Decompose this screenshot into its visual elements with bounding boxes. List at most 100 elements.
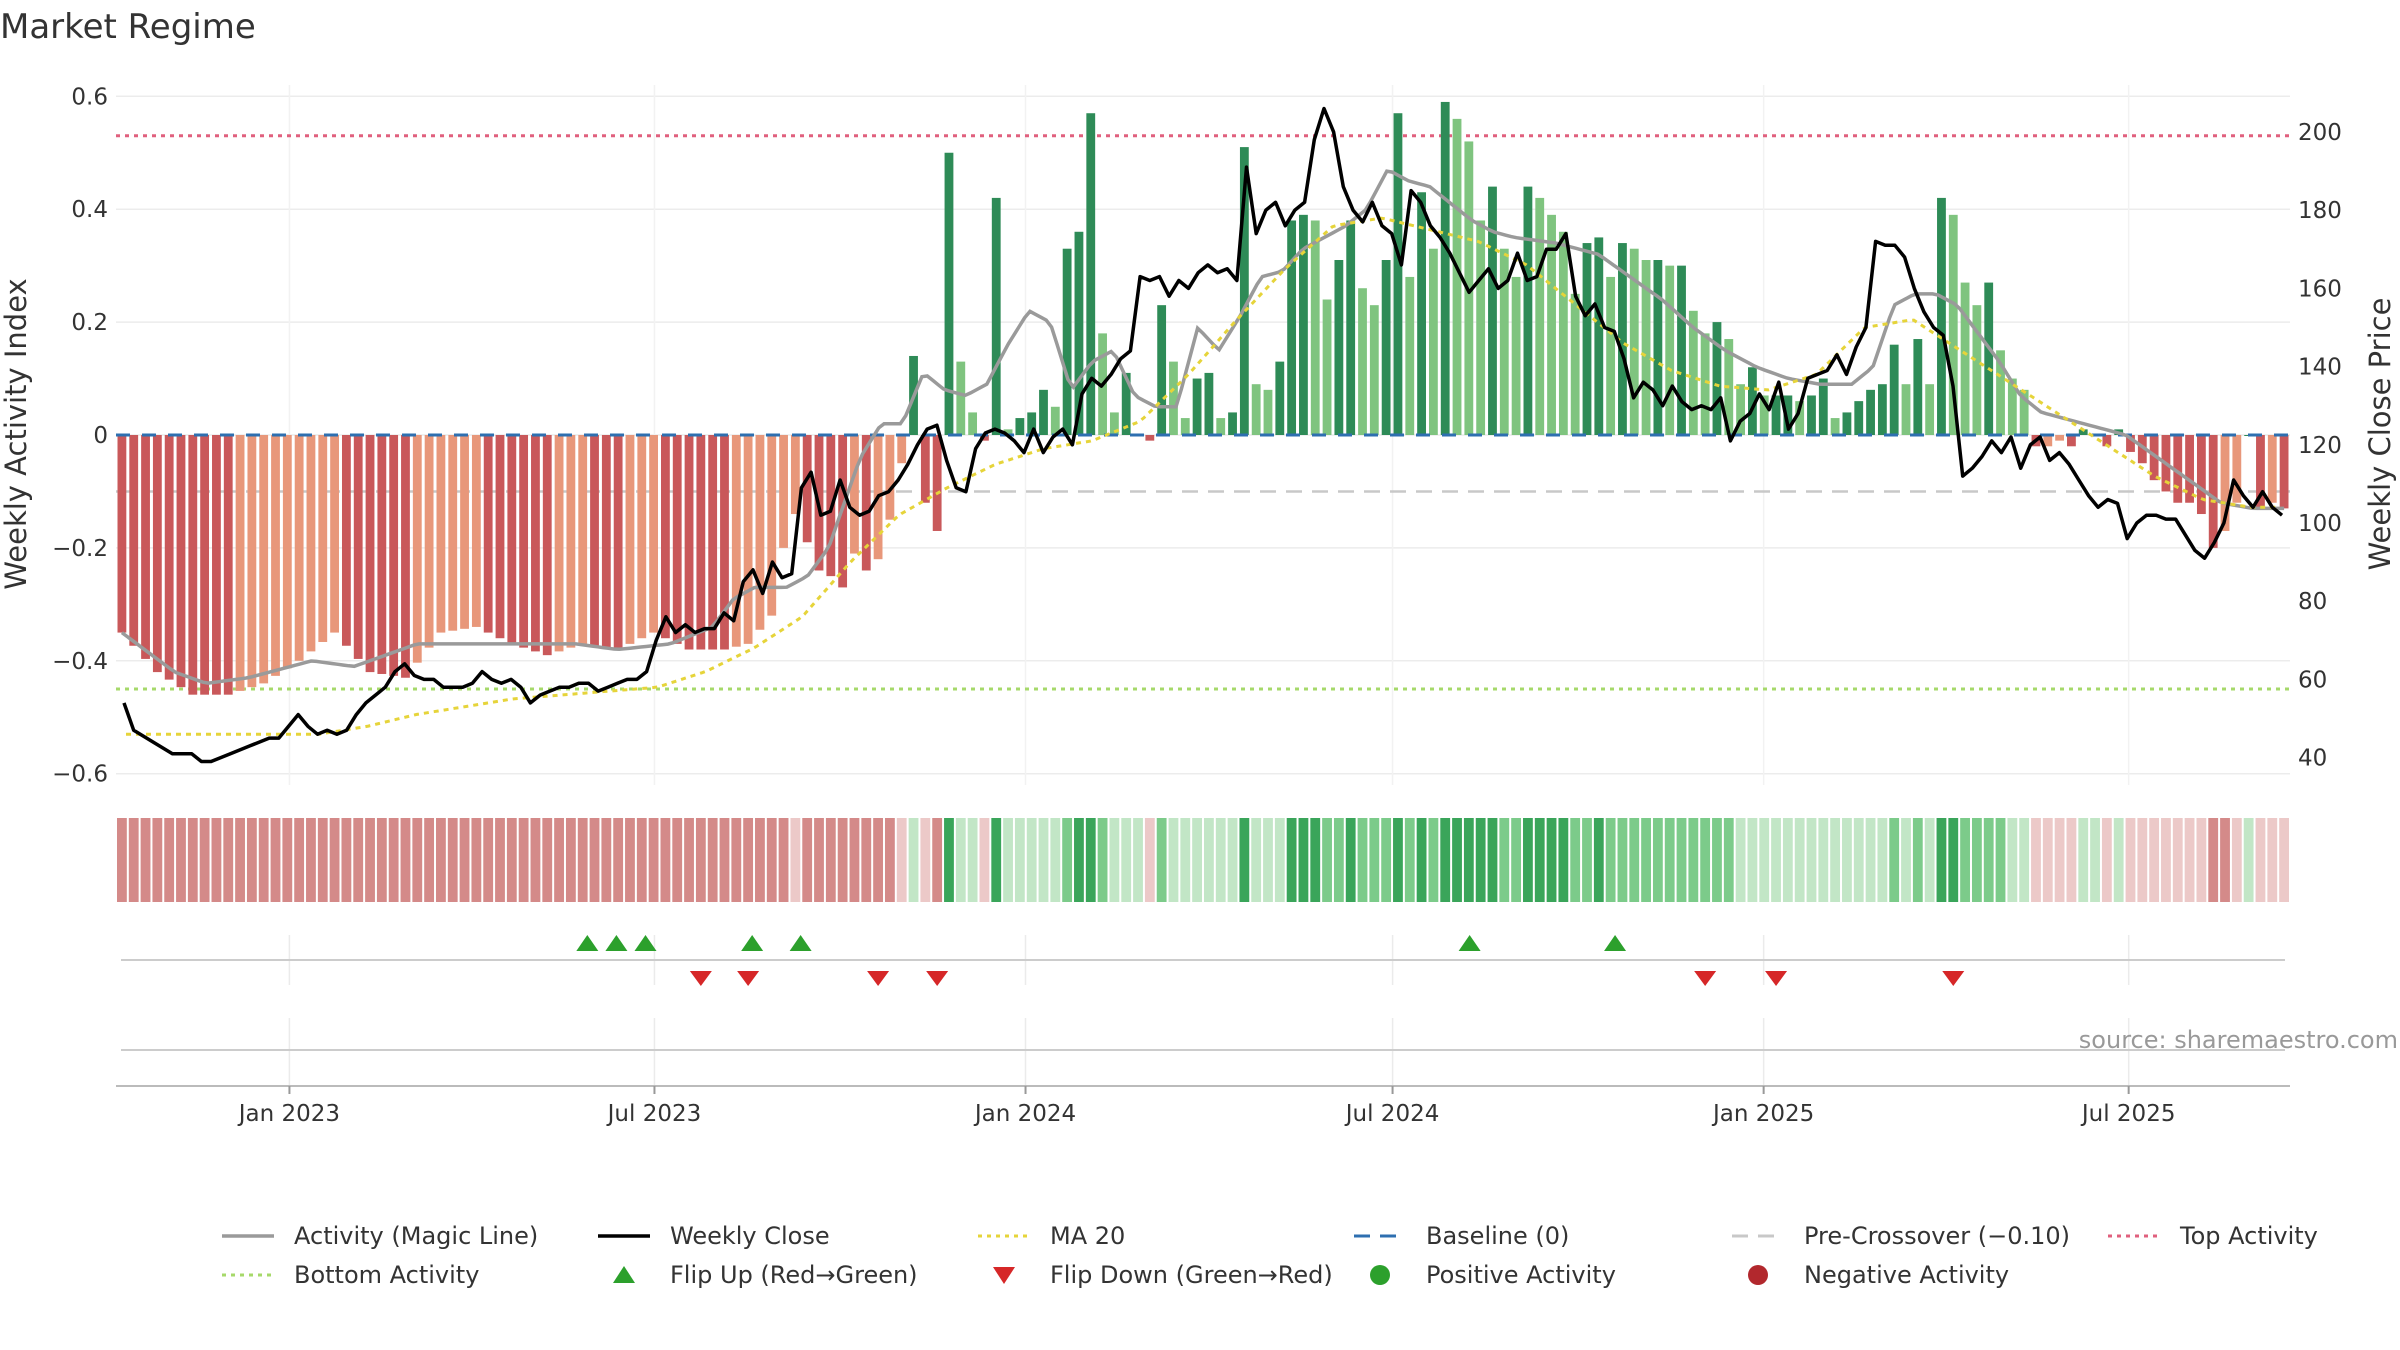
activity-bar — [1157, 305, 1167, 435]
regime-strip-cell — [1818, 818, 1829, 902]
y-left-tick-label: 0.6 — [71, 84, 108, 110]
activity-bar — [223, 435, 233, 695]
activity-bar — [152, 435, 162, 673]
regime-strip-cell — [2042, 818, 2053, 902]
regime-strip-cell — [2267, 818, 2278, 902]
activity-bar — [1239, 147, 1249, 435]
regime-strip-cell — [1062, 818, 1073, 902]
regime-strip-cell — [743, 818, 754, 902]
activity-bar — [271, 435, 280, 676]
legend-item-baseline: Baseline (0) — [1354, 1222, 1569, 1250]
regime-strip-cell — [790, 818, 801, 902]
regime-strip-cell — [117, 818, 127, 902]
y-left-tick-label: −0.4 — [52, 649, 108, 675]
regime-strip-cell — [199, 818, 210, 902]
regime-strip-cell — [294, 818, 305, 902]
activity-bar — [1039, 389, 1048, 435]
activity-bar — [176, 435, 186, 688]
regime-strip-cell — [613, 818, 624, 902]
activity-bar — [2149, 435, 2159, 481]
activity-bar — [1618, 243, 1627, 435]
x-tick-label: Jan 2025 — [1711, 1101, 1814, 1127]
activity-bar — [1594, 237, 1604, 435]
regime-strip-cell — [1003, 818, 1013, 902]
activity-bar — [708, 435, 718, 650]
regime-strip-cell — [506, 818, 517, 902]
regime-strip-cell — [1381, 818, 1392, 902]
y-left-tick-label: 0.2 — [71, 310, 108, 336]
activity-bar — [1180, 418, 1190, 435]
activity-bar — [1771, 395, 1781, 435]
activity-bar — [578, 435, 588, 644]
activity-bar — [306, 435, 316, 652]
regime-strip-cell — [1274, 818, 1285, 902]
activity-bar — [2267, 435, 2277, 503]
regime-strip-cell — [1026, 818, 1037, 902]
activity-bar — [861, 435, 871, 571]
regime-strip-cell — [1652, 818, 1663, 902]
regime-strip-cell — [1511, 818, 1522, 902]
activity-bar — [1428, 248, 1438, 435]
activity-bar — [2256, 435, 2265, 509]
legend-label: Flip Up (Red→Green) — [670, 1261, 918, 1289]
y-right-tick-label: 100 — [2298, 511, 2342, 537]
activity-bar — [1027, 412, 1037, 435]
regime-strip-cell — [2125, 818, 2136, 902]
activity-bar — [956, 361, 966, 435]
legend-label: Weekly Close — [670, 1222, 830, 1250]
regime-strip-cell — [1582, 818, 1592, 902]
regime-strip-cell — [896, 818, 907, 902]
activity-bar — [318, 435, 328, 642]
regime-strip-cell — [471, 818, 482, 902]
legend-label: Top Activity — [2179, 1222, 2318, 1250]
y-left-tick-label: −0.6 — [52, 762, 108, 788]
flip-down-marker — [1694, 971, 1717, 986]
regime-strip-cell — [483, 818, 494, 902]
legend-label: MA 20 — [1050, 1222, 1125, 1250]
flip-down-marker — [1765, 971, 1788, 986]
activity-bar — [1748, 367, 1757, 435]
activity-bar — [1629, 248, 1639, 435]
activity-bar — [2220, 435, 2230, 531]
regime-strip-cell — [1617, 818, 1628, 902]
activity-bar — [2208, 435, 2218, 548]
activity-bar — [1996, 350, 2005, 435]
y-axis-left-title: Weekly Activity Index — [0, 278, 33, 589]
flip-up-marker — [1604, 935, 1627, 951]
regime-strip-cell — [684, 818, 694, 902]
activity-bar — [542, 435, 552, 656]
regime-strip-cell — [802, 818, 813, 902]
regime-strip — [117, 818, 2289, 902]
regime-strip-cell — [1121, 818, 1132, 902]
activity-bar — [2078, 429, 2088, 435]
activity-bar — [1003, 429, 1013, 435]
legend-swatch — [1370, 1265, 1390, 1285]
activity-bar — [1558, 231, 1568, 435]
regime-strip-cell — [412, 818, 423, 902]
activity-bar — [1641, 260, 1651, 435]
regime-strip-cell — [695, 818, 706, 902]
y-right-tick-label: 120 — [2298, 433, 2342, 459]
regime-strip-cell — [1593, 818, 1604, 902]
activity-bar — [1287, 220, 1297, 435]
regime-strip-cell — [1806, 818, 1817, 902]
regime-strip-cell — [1109, 818, 1120, 902]
regime-strip-cell — [1357, 818, 1368, 902]
activity-bar — [247, 435, 257, 688]
regime-strip-cell — [1936, 818, 1947, 902]
regime-strip-cell — [223, 818, 234, 902]
regime-strip-cell — [447, 818, 458, 902]
legend-label: Negative Activity — [1804, 1261, 2009, 1289]
regime-strip-cell — [1782, 818, 1793, 902]
regime-strip-cell — [955, 818, 966, 902]
regime-strip-cell — [341, 818, 352, 902]
regime-strip-cell — [2196, 818, 2207, 902]
activity-bar — [613, 435, 623, 650]
legend-item-precross: Pre-Crossover (−0.10) — [1732, 1222, 2070, 1250]
legend-label: Activity (Magic Line) — [294, 1222, 538, 1250]
activity-bar — [1476, 220, 1486, 435]
activity-bar — [554, 435, 564, 652]
regime-strip-cell — [1333, 818, 1344, 902]
activity-bar — [1369, 305, 1379, 435]
regime-strip-cell — [1227, 818, 1238, 902]
